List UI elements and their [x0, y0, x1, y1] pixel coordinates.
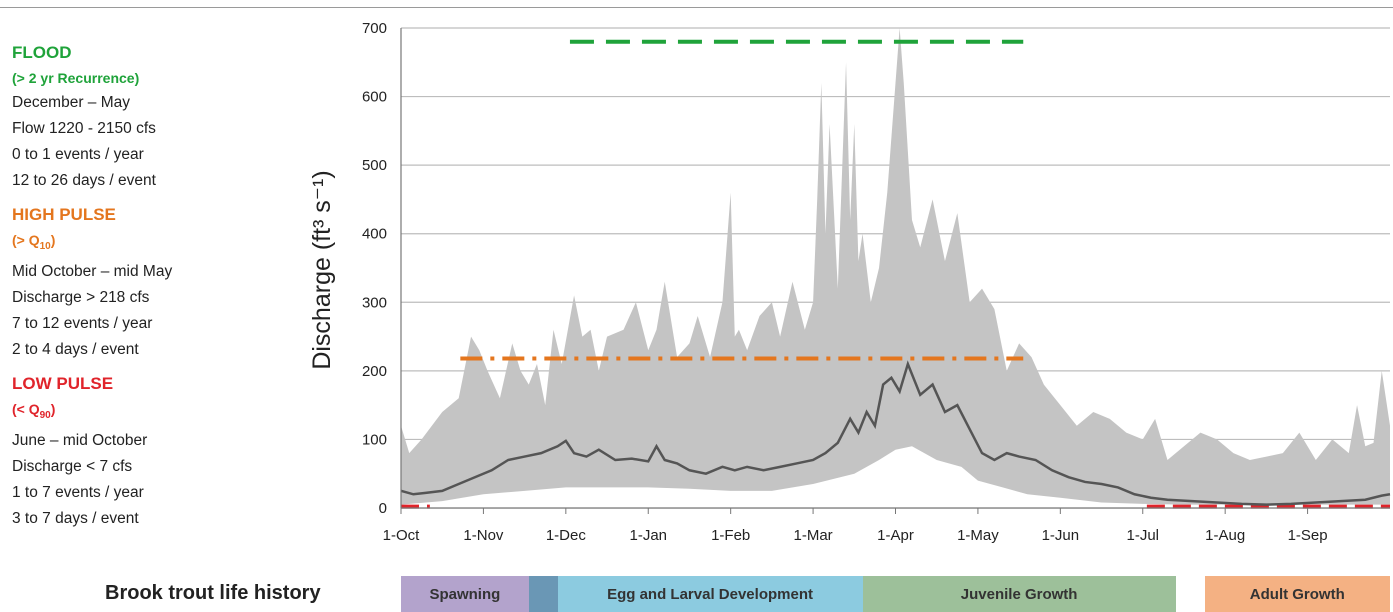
flood-subtitle: (> 2 yr Recurrence): [12, 70, 140, 86]
y-tick-label-100: 100: [362, 431, 387, 448]
y-tick-label-300: 300: [362, 294, 387, 311]
low-pulse-legend: LOW PULSE (< Q90) June – mid October Dis…: [12, 371, 282, 532]
axes: [400, 28, 1390, 514]
low-pulse-line-2: Discharge < 7 cfs: [12, 457, 133, 475]
threshold-legend-panel: FLOOD (> 2 yr Recurrence) December – May…: [12, 40, 282, 540]
high-pulse-line-1: Mid October – mid May: [12, 262, 173, 280]
low-pulse-line-4: 3 to 7 days / event: [12, 509, 139, 527]
x-tick-label-1-Jan: 1-Jan: [629, 527, 667, 544]
life-stage-2: Egg and Larval Development: [557, 576, 863, 612]
flood-line-4: 12 to 26 days / event: [12, 172, 156, 189]
y-axis-label: Discharge (ft³ s⁻¹): [308, 170, 336, 369]
x-tick-label-1-Feb: 1-Feb: [711, 527, 750, 544]
low-pulse-subtitle: (< Q90): [12, 400, 56, 421]
high-pulse-legend: HIGH PULSE (> Q10) Mid October – mid May…: [12, 202, 282, 363]
flood-line-3: 0 to 1 events / year: [12, 146, 144, 163]
x-tick-label-1-Jul: 1-Jul: [1126, 527, 1159, 544]
high-pulse-subtitle: (> Q10): [12, 232, 56, 252]
high-pulse-line-3: 7 to 12 events / year: [12, 314, 153, 332]
top-rule: [0, 7, 1393, 8]
median-line: [400, 360, 1391, 506]
life-stage-3: Juvenile Growth: [862, 576, 1176, 612]
median-series: [400, 360, 1391, 506]
minimum-area: [401, 446, 1390, 508]
maximum-area: [401, 28, 1390, 508]
flood-line-2: Flow 1220 - 2150 cfs: [12, 120, 156, 137]
y-tick-label-500: 500: [362, 157, 387, 174]
life-history-title: Brook trout life history: [105, 582, 321, 604]
flood-line-1: December – May: [12, 94, 131, 111]
x-tick-label-1-Sep: 1-Sep: [1288, 527, 1328, 544]
threshold-lines: [401, 39, 1390, 509]
high-pulse-title: HIGH PULSE: [12, 205, 116, 224]
x-tick-label-1-Aug: 1-Aug: [1205, 527, 1245, 544]
low-pulse-line-1: June – mid October: [12, 431, 148, 449]
life-stage-4: Adult Growth: [1204, 576, 1390, 612]
flood-legend: FLOOD (> 2 yr Recurrence) December – May…: [12, 40, 282, 194]
x-tick-label-1-Oct: 1-Oct: [383, 527, 421, 544]
x-tick-label-1-Jun: 1-Jun: [1042, 527, 1080, 544]
flood-title: FLOOD: [12, 43, 72, 62]
x-tick-labels: 1-Oct 1-Nov 1-Dec 1-Jan 1-Feb 1-Mar 1-Apr 1-May…: [383, 527, 1328, 544]
x-tick-label-1-May: 1-May: [957, 527, 999, 544]
low-pulse-line-3: 1 to 7 events / year: [12, 483, 144, 501]
x-tick-label-1-Apr: 1-Apr: [877, 527, 914, 544]
life-stage-0: Spawning: [401, 576, 529, 612]
y-tick-label-600: 600: [362, 89, 387, 106]
high-pulse-line-4: 2 to 4 days / event: [12, 340, 139, 358]
low-pulse-title: LOW PULSE: [12, 373, 114, 393]
y-tick-label-200: 200: [362, 363, 387, 380]
x-tick-label-1-Nov: 1-Nov: [463, 527, 504, 544]
y-tick-label-0: 0: [379, 500, 387, 517]
x-tick-label-1-Mar: 1-Mar: [793, 527, 832, 544]
y-tick-label-700: 700: [362, 20, 387, 37]
range-areas: [401, 28, 1390, 508]
y-tick-label-400: 400: [362, 226, 387, 243]
x-tick-label-1-Dec: 1-Dec: [546, 527, 587, 544]
life-stage-1: [528, 576, 558, 612]
high-pulse-line-2: Discharge > 218 cfs: [12, 288, 150, 306]
y-tick-labels: 0 100 200 300 400 500 600 700: [362, 20, 387, 517]
